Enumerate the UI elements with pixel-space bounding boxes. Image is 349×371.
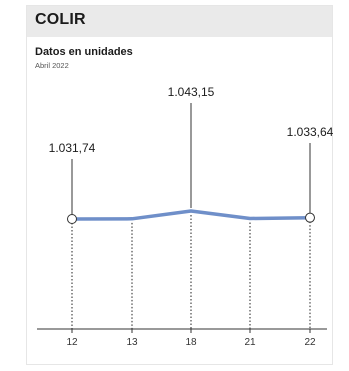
point-marker-22: [305, 212, 315, 223]
line-chart: 1.031,74 1.043,15 1.033,64 12 13 18 21 22: [37, 85, 334, 348]
chart-card: COLIR Datos en unidades Abril 2022 1.031…: [26, 5, 334, 365]
x-tick-label-22: 22: [304, 337, 316, 348]
series-line: [70, 209, 312, 221]
chart-date: Abril 2022: [35, 61, 69, 70]
chart-subtitle: Datos en unidades: [35, 46, 133, 58]
x-tick-label-12: 12: [66, 337, 78, 348]
chart-header: COLIR: [27, 6, 332, 37]
x-tick-label-13: 13: [126, 337, 138, 348]
x-tick-label-21: 21: [244, 337, 256, 348]
data-label-18: 1.043,15: [168, 85, 215, 99]
data-label-22: 1.033,64: [287, 125, 334, 139]
data-label-12: 1.031,74: [49, 141, 96, 155]
chart-title: COLIR: [35, 11, 86, 28]
x-tick-label-18: 18: [185, 337, 197, 348]
point-marker-12: [67, 214, 77, 224]
